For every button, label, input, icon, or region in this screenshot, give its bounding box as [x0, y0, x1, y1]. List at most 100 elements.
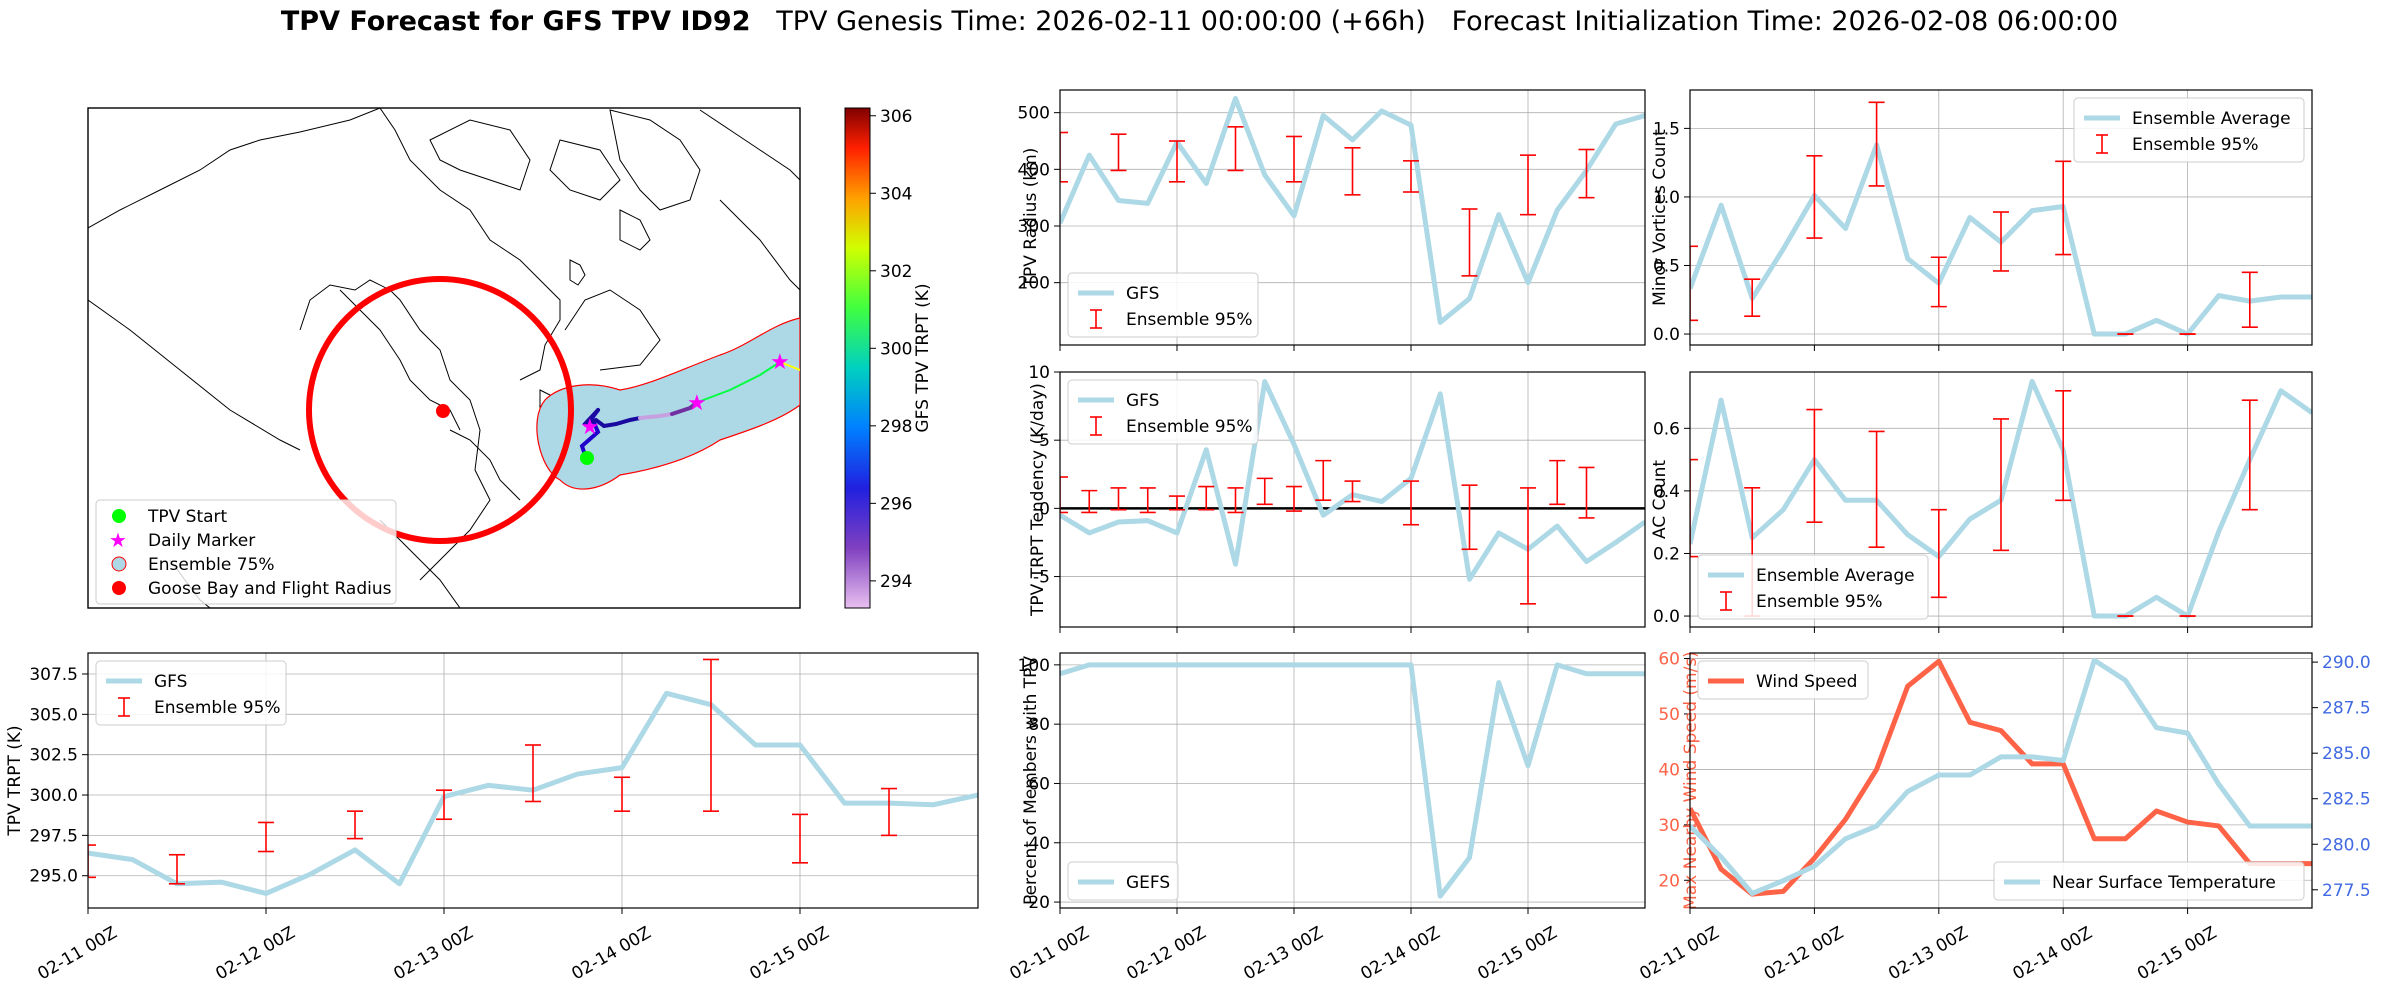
plot-frame: [1059, 89, 1646, 346]
map-legend-label: TPV Start: [147, 507, 228, 527]
chart-legend-box: [1067, 272, 1259, 338]
legend-marker-circle: [112, 509, 126, 523]
x-tick-label: 02-15 00Z: [1474, 923, 1560, 982]
plot-series-group: [1690, 101, 2312, 337]
chart-legend-label: Ensemble Average: [2132, 109, 2291, 129]
daily-marker: ★: [580, 415, 600, 440]
colorbar-tick-label: 304: [880, 184, 912, 204]
x-tick-label: 02-11 00Z: [34, 923, 120, 982]
map-legend: TPV Start ★ Daily Marker Ensemble 75% Goose …: [95, 499, 397, 605]
y-axis-label: TPV Radius (km): [1021, 148, 1041, 289]
chart-legend-label: GEFS: [1126, 873, 1170, 893]
map-content: ★ ★ ★: [88, 108, 800, 608]
chart-trpt: 02-11 00Z 02-12 00Z 02-13 00Z 02-14 00Z 02-1…: [5, 652, 979, 982]
series-line-near-surface-temperature: [1690, 657, 2312, 896]
x-tick-label: 02-13 00Z: [1240, 923, 1326, 982]
x-tick-label: 02-15 00Z: [2134, 923, 2220, 982]
y-tick-label: 1.5: [1653, 119, 1680, 139]
y-tick-label: 40: [1658, 760, 1680, 780]
legend-marker-circle: [111, 556, 127, 572]
y-tick-label: 300: [1018, 217, 1050, 237]
y-tick-label: 0.4: [1653, 482, 1680, 502]
y-axis-label: Max Nearby Wind Speed (m/s): [1681, 651, 1701, 910]
x-tick-label: 02-12 00Z: [1123, 923, 1209, 982]
y-axis-label: Percent of Members with TPV: [1021, 656, 1041, 905]
y-tick-label: 30: [1658, 816, 1680, 836]
chart-legend-label: Ensemble 95%: [1756, 592, 1883, 612]
chart-legend-label: Ensemble 95%: [154, 698, 281, 718]
y-tick-label: 60: [1028, 774, 1050, 794]
goose-bay-marker: [436, 404, 450, 418]
y-tick-label: 10: [1028, 363, 1050, 383]
y-tick-label: 0.5: [1653, 256, 1680, 276]
series-line-gefs: [1060, 662, 1645, 899]
y2-tick-label: 282.5: [2322, 790, 2371, 810]
plot-series-group: [1060, 379, 1645, 605]
plot-series-group: [1060, 662, 1645, 899]
plot-frame: [1689, 371, 2313, 628]
flight-radius-circle: [306, 276, 574, 544]
map-panel: ★ ★ ★ TPV Start ★ Daily Marker Ensemble 75%…: [87, 107, 933, 609]
legend-marker-circle: [112, 581, 126, 595]
legend-marker-star: ★: [109, 528, 127, 552]
chart-legend: GFS Ensemble 95%: [1067, 272, 1259, 338]
x-tick-label: 02-15 00Z: [746, 923, 832, 982]
chart-legend-box: [95, 660, 287, 726]
x-tick-label: 02-14 00Z: [568, 923, 654, 982]
plot-series-group: [1690, 378, 2312, 619]
chart-legend-label: Near Surface Temperature: [2052, 873, 2276, 893]
title-init: Forecast Initialization Time: 2026-02-08…: [1451, 6, 2119, 37]
chart-percent: 02-11 00Z 02-12 00Z 02-13 00Z 02-14 00Z 02-1…: [1006, 652, 1646, 982]
chart-legend: Wind Speed: [1697, 660, 1869, 700]
x-tick-label: 02-11 00Z: [1006, 923, 1092, 982]
chart-legend-label: Ensemble 95%: [2132, 135, 2259, 155]
chart-legend-label: GFS: [1126, 284, 1159, 304]
plot-frame: [87, 652, 979, 909]
chart-legend-box: [1697, 554, 1929, 620]
y2-axis-label: Near Surface Temperature (K): [2397, 654, 2399, 908]
y-tick-label: 305.0: [29, 705, 78, 725]
chart-legend: Ensemble Average Ensemble 95%: [1697, 554, 1929, 620]
map-legend-box: [95, 499, 397, 605]
plot-frame: [1689, 652, 2313, 909]
y-tick-label: 40: [1028, 834, 1050, 854]
y-tick-label: 0.6: [1653, 419, 1680, 439]
map-legend-label: Ensemble 75%: [148, 555, 275, 575]
y-tick-label: 100: [1018, 656, 1050, 676]
colorbar-label: GFS TPV TRPT (K): [913, 283, 933, 432]
y2-tick-label: 277.5: [2322, 881, 2371, 901]
y-tick-label: 20: [1028, 893, 1050, 913]
y-tick-label: 297.5: [29, 826, 78, 846]
series-line-wind-speed: [1690, 658, 2312, 897]
plot-series-group: [1060, 96, 1645, 325]
y-tick-label: 307.5: [29, 665, 78, 685]
map-legend-label: Daily Marker: [148, 531, 255, 551]
series-line-gfs: [1060, 96, 1645, 325]
x-tick-label: 02-14 00Z: [1357, 923, 1443, 982]
x-tick-label: 02-12 00Z: [212, 923, 298, 982]
chart-legend-label: Ensemble Average: [1756, 566, 1915, 586]
plot-frame: [1059, 652, 1646, 909]
x-tick-label: 02-14 00Z: [2010, 923, 2096, 982]
y2-tick-label: 287.5: [2322, 699, 2371, 719]
y-tick-label: 20: [1658, 871, 1680, 891]
chart-legend-label: Ensemble 95%: [1126, 417, 1253, 437]
tpv-track: [579, 361, 800, 460]
colorbar-tick-label: 296: [880, 494, 912, 514]
chart-legend-box: [2073, 97, 2305, 163]
y-tick-label: 200: [1018, 274, 1050, 294]
y-axis-label: Minor Vortices Count: [1650, 129, 1670, 306]
chart-legend: GEFS: [1067, 861, 1179, 901]
y-tick-label: 0: [1039, 499, 1050, 519]
chart-legend: Ensemble Average Ensemble 95%: [2073, 97, 2305, 163]
x-tick-label: 02-13 00Z: [1885, 923, 1971, 982]
y2-tick-label: 285.0: [2322, 744, 2371, 764]
daily-marker: ★: [687, 391, 707, 416]
plot-series-group: [88, 658, 978, 896]
chart-legend-box: [1697, 660, 1869, 700]
y-axis-label: TPV TRPT Tendency (K/day): [1028, 383, 1048, 617]
